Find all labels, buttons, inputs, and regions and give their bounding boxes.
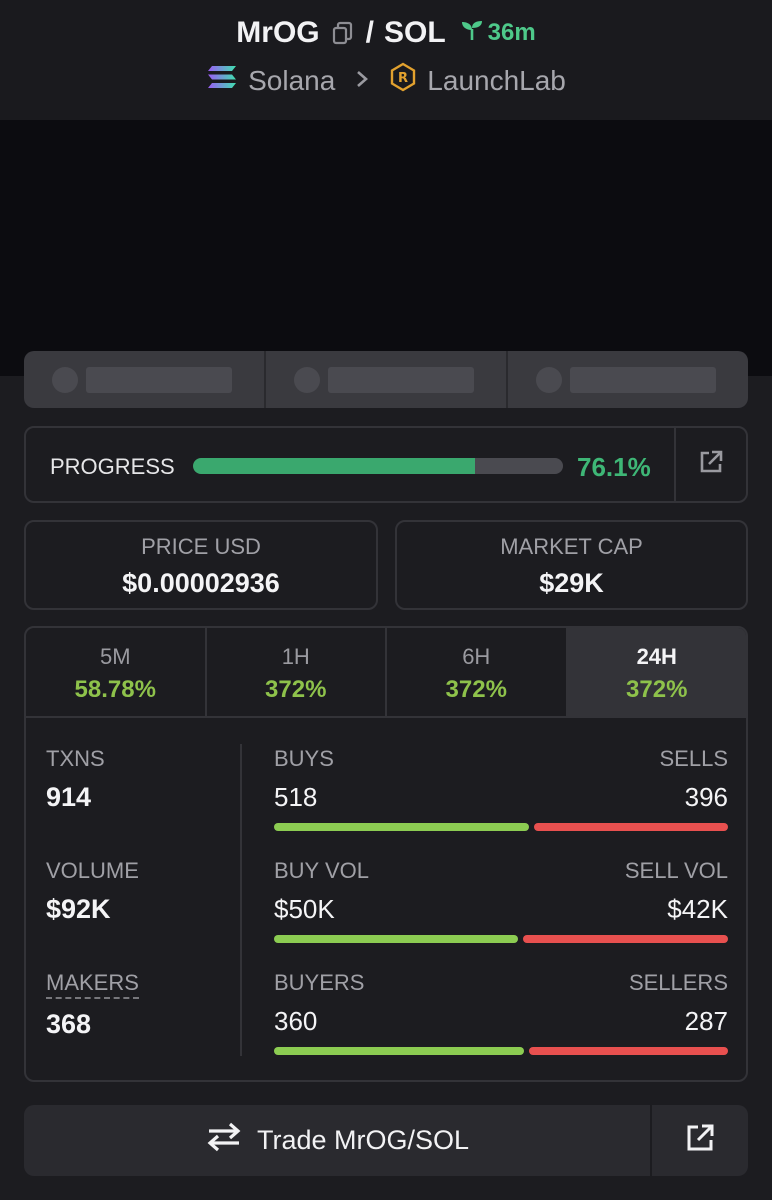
svg-text:R: R [398,71,408,86]
trade-external-link-button[interactable] [650,1105,748,1176]
sellers-value: 287 [684,1006,728,1036]
skeleton-bar [328,366,474,393]
buys-bar [274,823,529,831]
token-symbol: MrOG [236,16,320,49]
txns-metric: TXNS 914 [46,746,105,813]
market-cap-value: $29K [539,568,604,598]
tab-label: 24H [636,644,677,669]
chevron-right-icon [355,67,369,95]
skeleton-bar [86,366,232,393]
tab-change: 372% [626,676,688,703]
trade-button-label: Trade MrOG/SOL [256,1125,470,1155]
buyers-label: BUYERS [274,970,365,995]
buys-sells-bar [274,823,728,831]
sprout-icon [460,18,484,49]
market-cap-card: MARKET CAP $29K [395,520,748,610]
skeleton-dot [294,366,320,393]
buys-sells-row: BUYS SELLS 518 396 [274,746,728,831]
external-link-icon [685,1123,715,1158]
sell-vol-label: SELL VOL [624,858,728,883]
tab-24h[interactable]: 24H 372% [567,628,746,716]
pair-title: MrOG / SOL 36m [0,16,772,50]
tab-change: 372% [265,676,327,703]
txns-label: TXNS [46,746,105,771]
solana-icon [206,64,238,97]
skeleton-cell [24,351,266,408]
sellers-bar [528,1047,728,1055]
makers-metric: MAKERS 368 [46,970,139,1040]
buys-value: 518 [274,782,318,812]
trade-button[interactable]: Trade MrOG/SOL [24,1105,650,1176]
progress-bar [193,458,563,474]
chart-area[interactable] [0,120,772,376]
breadcrumb: Solana R LaunchLab [0,62,772,99]
external-link-icon [698,449,724,480]
buy-vol-value: $50K [274,894,335,924]
progress-external-link-button[interactable] [674,428,746,501]
market-cap-label: MARKET CAP [500,534,643,559]
tab-1h[interactable]: 1H 372% [207,628,387,716]
bonding-progress: PROGRESS 76.1% [24,426,748,503]
buyers-sellers-row: BUYERS SELLERS 360 287 [274,970,728,1055]
launchlab-icon: R [389,62,417,99]
sells-bar [533,823,728,831]
swap-icon [205,1122,243,1159]
sell-vol-bar [522,935,728,943]
skeleton-dot [536,366,562,393]
chain-link[interactable]: Solana [248,64,336,96]
tab-change: 58.78% [74,676,156,703]
buy-vol-bar [274,935,518,943]
price-usd-value: $0.00002936 [122,568,280,598]
makers-value: 368 [46,1009,92,1039]
tab-5m[interactable]: 5M 58.78% [26,628,207,716]
progress-value: 76.1% [577,452,651,482]
volume-value: $92K [46,894,111,924]
buys-label: BUYS [274,746,334,771]
period-stats: 5M 58.78% 1H 372% 6H 372% 24H 372% TXNS … [24,626,748,1082]
skeleton-dot [52,366,78,393]
volume-label: VOLUME [46,858,139,883]
tab-label: 5M [99,644,131,669]
buy-sell-vol-bar [274,935,728,943]
skeleton-bar [570,366,716,393]
tab-label: 6H [462,644,491,669]
copy-icon[interactable] [330,20,356,46]
skeleton-cell [508,351,748,408]
progress-bar-fill [193,458,475,474]
loading-skeleton [24,351,748,408]
price-usd-label: PRICE USD [141,534,261,559]
quote-symbol: SOL [383,16,446,49]
sell-vol-value: $42K [667,894,728,924]
sells-label: SELLS [659,746,729,771]
buy-sell-vol-row: BUY VOL SELL VOL $50K $42K [274,858,728,943]
buyers-bar [274,1047,524,1055]
volume-metric: VOLUME $92K [46,858,139,925]
pair-header: MrOG / SOL 36m Solana R LaunchLab [0,0,772,120]
buy-vol-label: BUY VOL [274,858,369,883]
dex-link[interactable]: LaunchLab [427,64,566,96]
tab-6h[interactable]: 6H 372% [387,628,568,716]
period-tabs: 5M 58.78% 1H 372% 6H 372% 24H 372% [26,628,746,718]
tab-label: 1H [281,644,310,669]
trade-bar: Trade MrOG/SOL [24,1105,748,1176]
pair-separator: / [365,16,374,49]
progress-label: PROGRESS [50,454,175,479]
skeleton-cell [266,351,508,408]
pair-age: 36m [460,18,536,49]
sells-value: 396 [684,782,728,812]
makers-label[interactable]: MAKERS [46,970,139,999]
pair-age-value: 36m [487,19,536,46]
txns-value: 914 [46,782,92,812]
tab-change: 372% [445,676,507,703]
sellers-label: SELLERS [628,970,728,995]
buyers-sellers-bar [274,1047,728,1055]
column-divider [240,744,242,1056]
buyers-value: 360 [274,1006,318,1036]
price-usd-card: PRICE USD $0.00002936 [24,520,378,610]
